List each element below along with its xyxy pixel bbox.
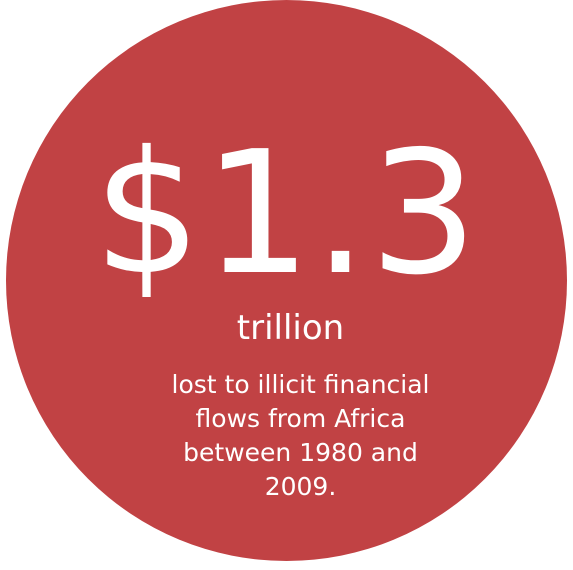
stat-description-line: 2009. (264, 472, 337, 501)
stat-unit: trillion (236, 308, 345, 348)
stat-description-line: between 1980 and (183, 438, 418, 467)
stat-amount: $1.3 (93, 115, 480, 313)
stat-circle (6, 0, 567, 561)
stat-description: lost to illicit financial flows from Afr… (0, 368, 573, 504)
stat-description-line: flows from Africa (195, 404, 406, 433)
stat-description-line: lost to illicit financial (171, 370, 430, 399)
